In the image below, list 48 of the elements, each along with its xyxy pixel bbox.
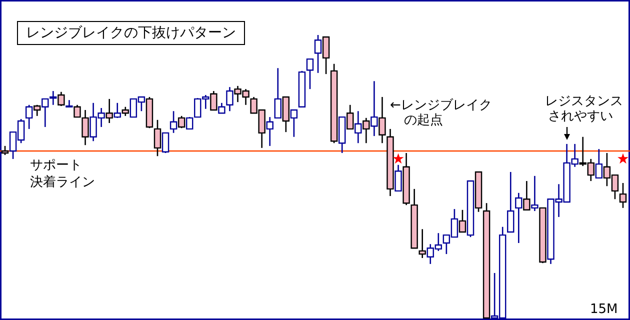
candlestick [170, 110, 178, 134]
candlestick [507, 171, 514, 233]
candlestick [523, 180, 530, 211]
candlestick [58, 91, 65, 107]
candlestick [162, 132, 170, 154]
candlestick [266, 116, 274, 147]
candlestick [178, 115, 186, 129]
candlestick [1, 145, 9, 156]
candlestick [346, 104, 354, 130]
candlestick [186, 116, 194, 130]
candlestick [50, 90, 57, 106]
candlestick [34, 104, 41, 117]
annotation: 15M [590, 302, 618, 317]
candlestick [290, 109, 298, 138]
candlestick [370, 80, 378, 137]
candlestick [314, 34, 322, 74]
candlestick [114, 102, 121, 119]
candlestick [378, 96, 386, 144]
annotation: されやすい [548, 109, 613, 124]
candlestick [74, 104, 81, 118]
candlestick [531, 175, 538, 212]
annotation: レジスタンス [545, 94, 623, 109]
candlestick [154, 119, 162, 157]
candlestick [42, 98, 49, 128]
candlestick [66, 99, 73, 108]
candlestick [322, 36, 330, 75]
chart-title: レンジブレイクの下抜けパターン [17, 21, 245, 45]
candlestick [226, 86, 234, 112]
candlestick [418, 228, 426, 259]
candlestick [354, 110, 362, 144]
candlestick [306, 58, 314, 90]
candlestick [458, 209, 466, 233]
candlestick [122, 106, 130, 117]
candlestick [394, 164, 402, 192]
annotation: ←レンジブレイク [390, 98, 492, 113]
candlestick [515, 192, 522, 244]
candlestick [25, 104, 33, 130]
annotation: の起点 [404, 113, 443, 128]
candlestick [595, 148, 603, 179]
candlestick [106, 98, 113, 124]
annotation: サポート [30, 158, 82, 173]
candlestick [82, 109, 89, 146]
candlestick [218, 102, 226, 114]
candlestick [619, 182, 627, 209]
annotation: 決着ライン [30, 174, 95, 190]
candlestick [210, 90, 218, 111]
candlestick [274, 67, 282, 119]
candlestick [362, 117, 370, 144]
